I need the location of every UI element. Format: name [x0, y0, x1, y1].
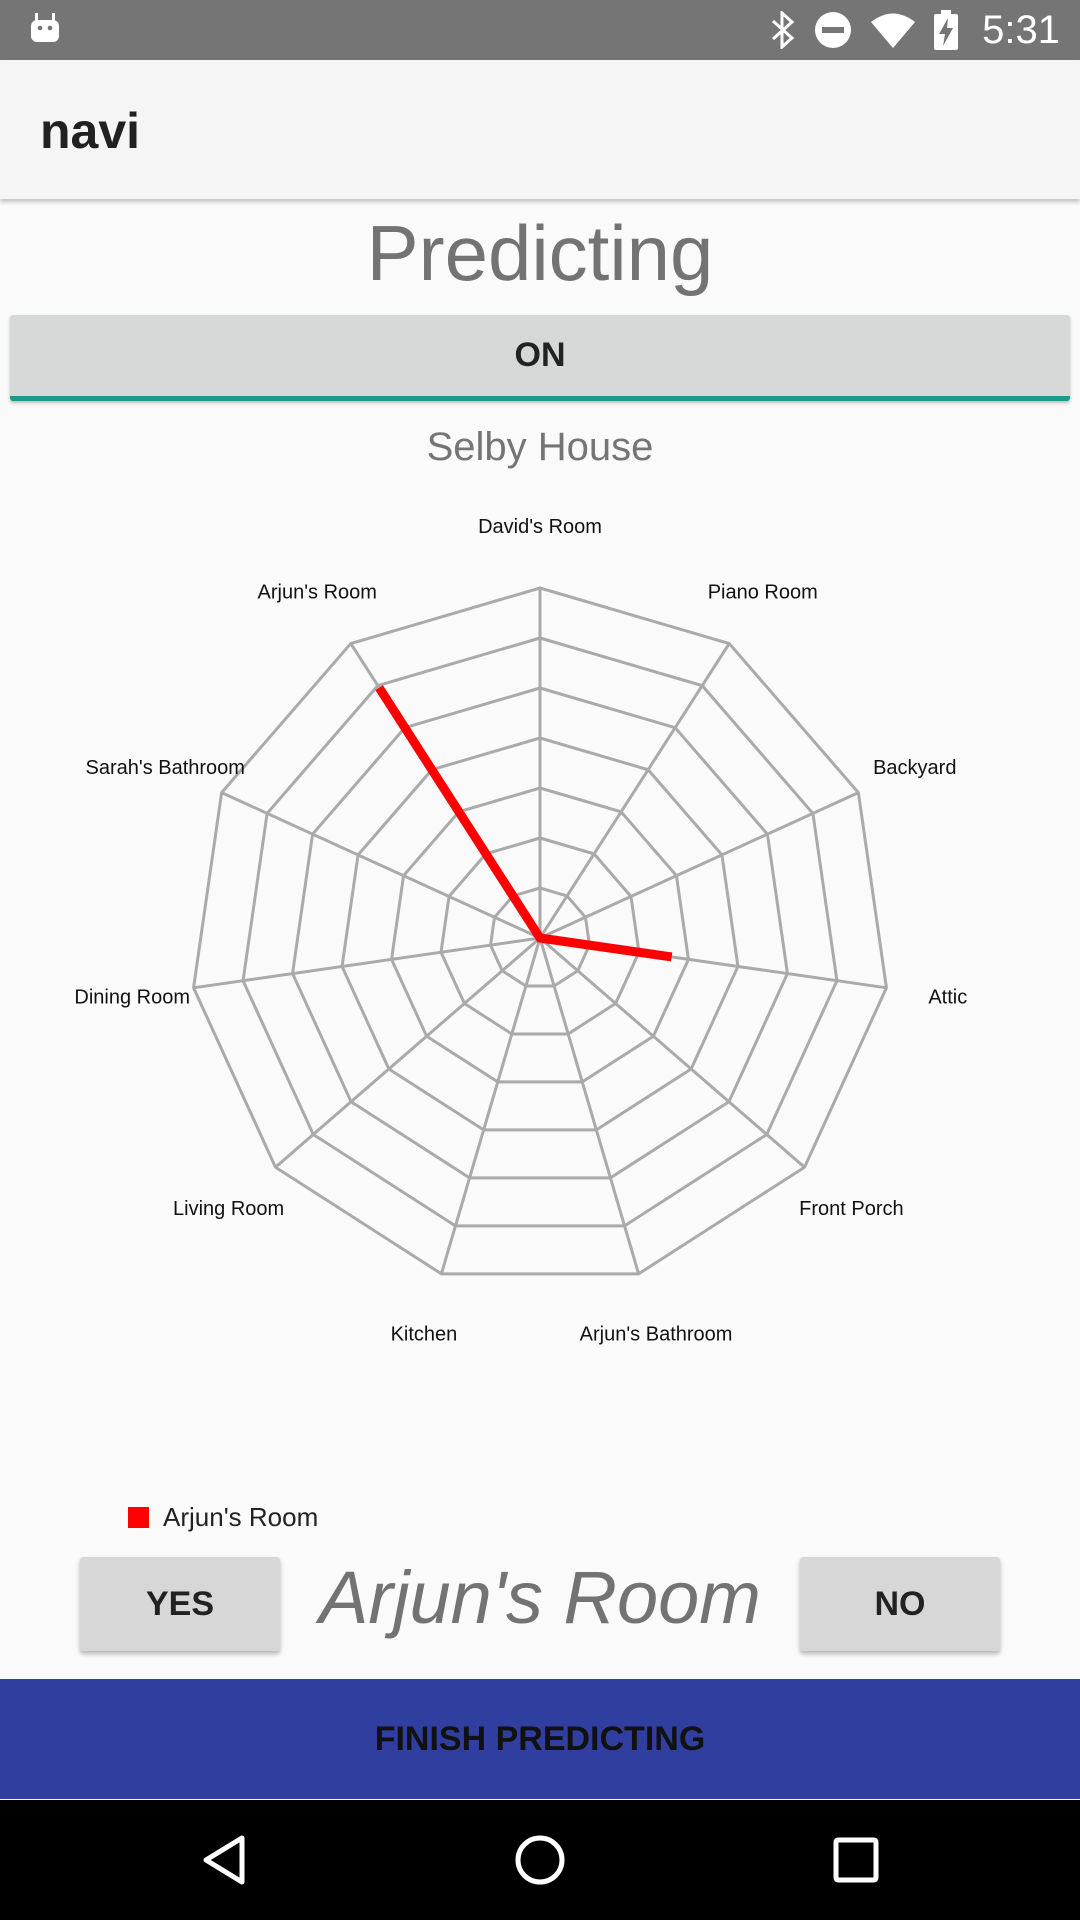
recents-icon[interactable] — [826, 1830, 886, 1890]
prediction-label: Arjun's Room — [319, 1556, 761, 1639]
status-bar: 5:31 — [0, 0, 1080, 60]
radar-spoke — [274, 936, 541, 1169]
radar-axis-label: Living Room — [173, 1198, 284, 1220]
android-icon — [31, 13, 59, 42]
radar-spoke — [193, 936, 541, 990]
radar-spoke — [439, 937, 542, 1275]
radar-axis-label: Dining Room — [74, 987, 190, 1009]
chart-legend: Arjun's Room — [128, 1502, 318, 1533]
radar-grid-ring — [192, 586, 888, 1276]
page-heading: Predicting — [366, 209, 714, 297]
radar-axis-label: Backyard — [873, 757, 956, 779]
back-icon[interactable] — [196, 1830, 256, 1890]
radar-axis-label: Arjun's Room — [258, 581, 377, 603]
radar-chart: David's Room Piano Room Backyard Attic Front… — [74, 516, 967, 1345]
yes-button[interactable]: YES — [80, 1557, 280, 1651]
radar-spoke — [539, 936, 806, 1169]
legend-swatch — [128, 1507, 149, 1528]
radar-spoke — [221, 791, 541, 940]
predicting-toggle-button[interactable]: ON — [10, 315, 1070, 401]
radar-axis-label: Attic — [928, 987, 967, 1009]
app-title: navi — [40, 103, 141, 159]
bluetooth-icon — [772, 11, 795, 49]
radar-grid-ring — [488, 886, 592, 988]
do-not-disturb-icon — [815, 12, 852, 48]
radar-grid-ring — [389, 786, 691, 1084]
radar-axis-label: David's Room — [478, 516, 602, 538]
battery-charging-icon — [934, 10, 959, 50]
house-name: Selby House — [426, 425, 654, 469]
radar-grid-ring — [241, 636, 839, 1228]
radar-axis-label: Sarah's Bathroom — [86, 757, 245, 779]
radar-axis-label: Kitchen — [391, 1323, 458, 1345]
radar-axis-label: Piano Room — [708, 581, 818, 603]
radar-spoke — [539, 791, 859, 940]
home-icon[interactable] — [510, 1830, 570, 1890]
finish-predicting-button[interactable]: FINISH PREDICTING — [0, 1679, 1080, 1799]
radar-grid-ring — [290, 686, 790, 1180]
radar-spoke — [538, 937, 641, 1275]
radar-spoke — [538, 642, 731, 939]
wifi-icon — [871, 13, 916, 48]
radar-axis-label: Arjun's Bathroom — [580, 1323, 733, 1345]
status-clock: 5:31 — [982, 7, 1060, 52]
radar-series-line — [375, 685, 673, 962]
radar-axis-label: Front Porch — [799, 1198, 903, 1220]
navigation-bar — [0, 1800, 1080, 1920]
no-button[interactable]: NO — [800, 1557, 1000, 1651]
radar-grid-ring — [340, 736, 740, 1132]
legend-label: Arjun's Room — [163, 1502, 319, 1532]
app-bar: navi — [0, 60, 1080, 199]
radar-grid-ring — [439, 836, 641, 1036]
